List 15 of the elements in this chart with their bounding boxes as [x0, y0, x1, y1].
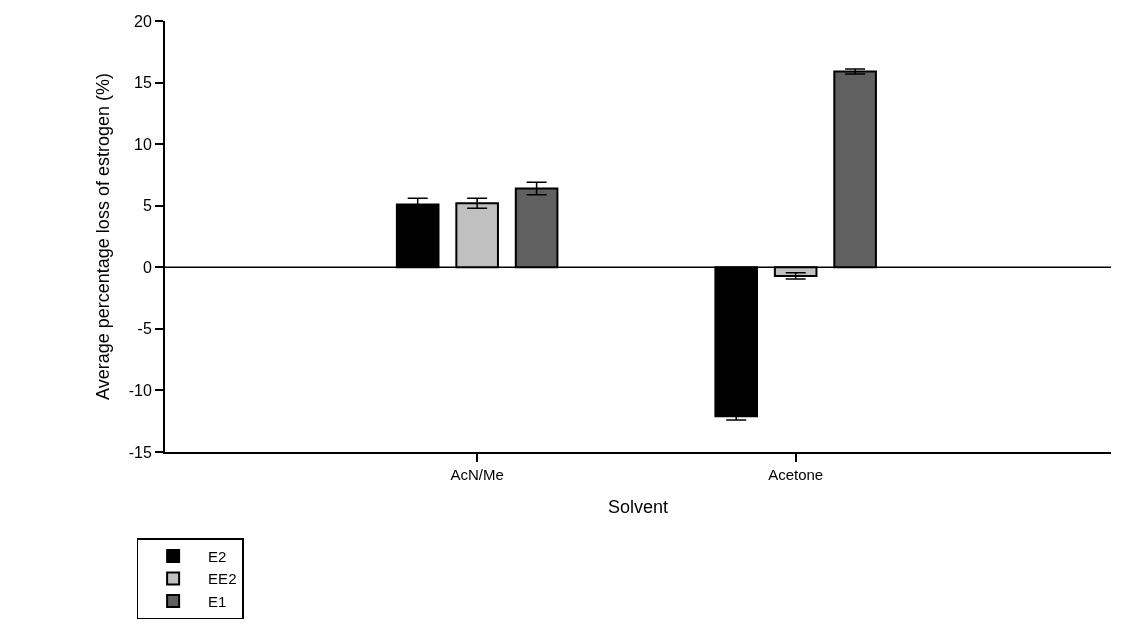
y-tick-label: 20	[134, 12, 152, 30]
x-axis-title: Solvent	[607, 496, 669, 517]
y-tick-label: -15	[128, 443, 152, 461]
legend-label: E2	[208, 547, 227, 565]
y-tick-label: 5	[142, 197, 152, 215]
legend-label: E1	[208, 592, 227, 610]
y-tick-label: -5	[137, 320, 152, 338]
x-tick-label: AcN/Me	[450, 466, 504, 483]
y-tick-label: 15	[134, 74, 152, 92]
legend-label: EE2	[208, 570, 237, 588]
y-tick-label: -10	[128, 382, 152, 400]
y-tick-label: 0	[142, 258, 152, 276]
y-tick-label: 10	[134, 135, 152, 153]
x-tick-label: Acetone	[768, 466, 824, 483]
y-axis-title: Average percentage loss of estrogen (%)	[93, 73, 114, 400]
